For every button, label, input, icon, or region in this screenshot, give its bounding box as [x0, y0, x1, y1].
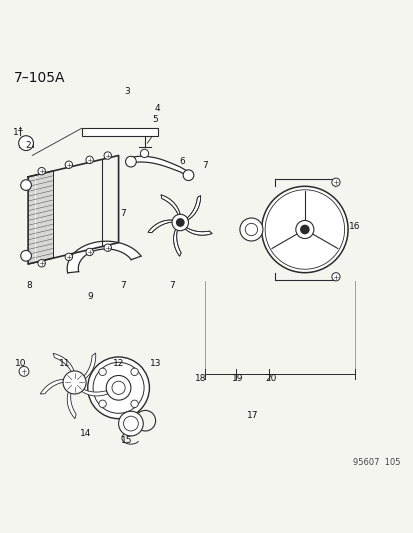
Circle shape — [99, 368, 106, 376]
Polygon shape — [81, 353, 95, 380]
Text: 13: 13 — [150, 359, 161, 368]
Text: 7–105A: 7–105A — [14, 71, 65, 85]
Text: 12: 12 — [113, 359, 124, 368]
Circle shape — [300, 225, 308, 233]
Text: 9: 9 — [87, 292, 93, 301]
Polygon shape — [186, 196, 200, 220]
Circle shape — [331, 273, 339, 281]
Text: 4: 4 — [154, 104, 160, 112]
Circle shape — [264, 190, 344, 269]
Circle shape — [125, 156, 136, 167]
Circle shape — [65, 253, 72, 261]
Bar — [81, 128, 157, 136]
Text: 10: 10 — [15, 359, 27, 368]
Circle shape — [99, 400, 106, 408]
Text: 2: 2 — [25, 141, 31, 150]
Circle shape — [106, 375, 131, 400]
Text: 16: 16 — [349, 222, 360, 231]
Circle shape — [183, 170, 193, 181]
Polygon shape — [79, 388, 109, 396]
Polygon shape — [173, 229, 181, 256]
Circle shape — [104, 152, 111, 159]
Text: 3: 3 — [123, 87, 129, 96]
Text: 11: 11 — [59, 359, 71, 368]
Circle shape — [112, 381, 125, 394]
Text: 19: 19 — [232, 374, 243, 383]
Text: 6: 6 — [179, 157, 185, 166]
Circle shape — [239, 218, 262, 241]
Circle shape — [86, 156, 93, 164]
Text: 17: 17 — [246, 411, 257, 420]
Text: 18: 18 — [195, 374, 206, 383]
Text: 95607  105: 95607 105 — [352, 458, 399, 467]
Circle shape — [261, 187, 347, 273]
Polygon shape — [53, 353, 75, 375]
Circle shape — [118, 411, 143, 436]
Text: 8: 8 — [26, 280, 32, 289]
Bar — [19, 142, 33, 147]
Circle shape — [21, 180, 31, 190]
Polygon shape — [67, 241, 141, 273]
Text: 7: 7 — [119, 209, 125, 219]
Polygon shape — [147, 220, 173, 233]
Circle shape — [38, 167, 45, 175]
Text: 7: 7 — [119, 280, 125, 289]
Circle shape — [38, 260, 45, 267]
Text: 20: 20 — [264, 374, 276, 383]
Circle shape — [65, 161, 72, 168]
Circle shape — [331, 178, 339, 187]
Circle shape — [131, 400, 138, 408]
Circle shape — [21, 251, 31, 261]
Text: 5: 5 — [152, 115, 158, 124]
Polygon shape — [184, 227, 211, 235]
Text: 7: 7 — [169, 280, 175, 289]
Text: 14: 14 — [80, 429, 91, 438]
Circle shape — [295, 221, 313, 239]
Circle shape — [63, 371, 86, 394]
Circle shape — [93, 362, 144, 413]
Circle shape — [140, 149, 148, 158]
Text: 7: 7 — [202, 161, 207, 170]
Circle shape — [172, 214, 188, 231]
Circle shape — [104, 244, 111, 252]
Circle shape — [86, 248, 93, 256]
Polygon shape — [67, 389, 76, 418]
Text: 1: 1 — [13, 128, 19, 138]
Circle shape — [176, 219, 183, 226]
Circle shape — [88, 357, 149, 418]
Circle shape — [19, 136, 33, 150]
Circle shape — [123, 416, 138, 431]
Circle shape — [19, 366, 29, 376]
Circle shape — [131, 368, 138, 376]
Text: 15: 15 — [121, 435, 132, 445]
Circle shape — [244, 223, 257, 236]
Polygon shape — [40, 379, 66, 394]
Polygon shape — [161, 195, 180, 215]
